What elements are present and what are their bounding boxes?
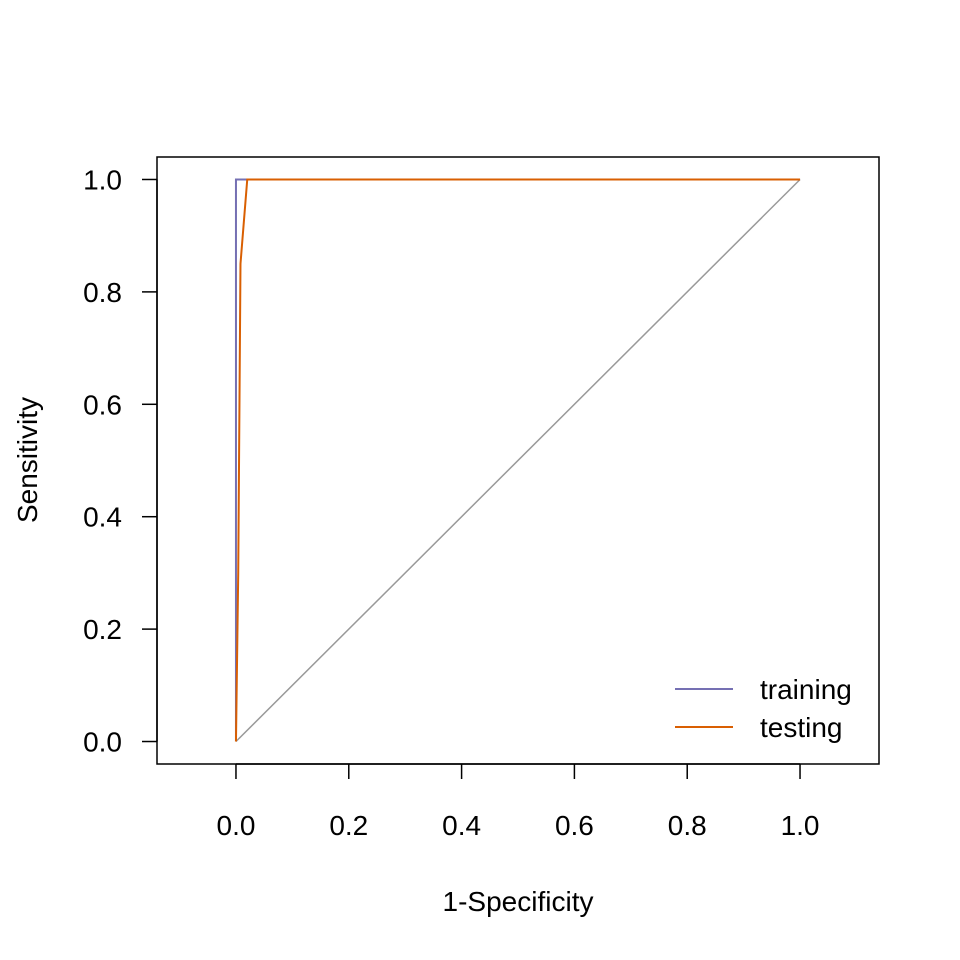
x-tick-label: 0.8 [668, 810, 707, 841]
legend-label-testing: testing [760, 712, 843, 743]
x-tick-label: 1.0 [781, 810, 820, 841]
y-tick-label: 0.8 [83, 277, 122, 308]
legend-label-training: training [760, 674, 852, 705]
y-tick-label: 0.0 [83, 727, 122, 758]
reference-layer [235, 178, 801, 743]
legend: training testing [675, 674, 852, 743]
reference-diagonal-line [235, 178, 801, 743]
x-axis-title: 1-Specificity [443, 886, 594, 917]
series-layer [234, 178, 801, 742]
y-axis: 0.0 0.2 0.4 0.6 0.8 1.0 [83, 164, 158, 758]
y-tick-label: 0.4 [83, 502, 122, 533]
y-tick-label: 0.6 [83, 389, 122, 420]
y-axis-title: Sensitivity [12, 397, 43, 523]
y-tick-label: 0.2 [83, 614, 122, 645]
x-tick-label: 0.4 [442, 810, 481, 841]
x-tick-label: 0.0 [217, 810, 256, 841]
x-axis: 0.0 0.2 0.4 0.6 0.8 1.0 [217, 763, 820, 841]
x-tick-label: 0.6 [555, 810, 594, 841]
x-tick-label: 0.2 [329, 810, 368, 841]
series-line-testing [234, 178, 801, 742]
y-tick-label: 1.0 [83, 164, 122, 195]
